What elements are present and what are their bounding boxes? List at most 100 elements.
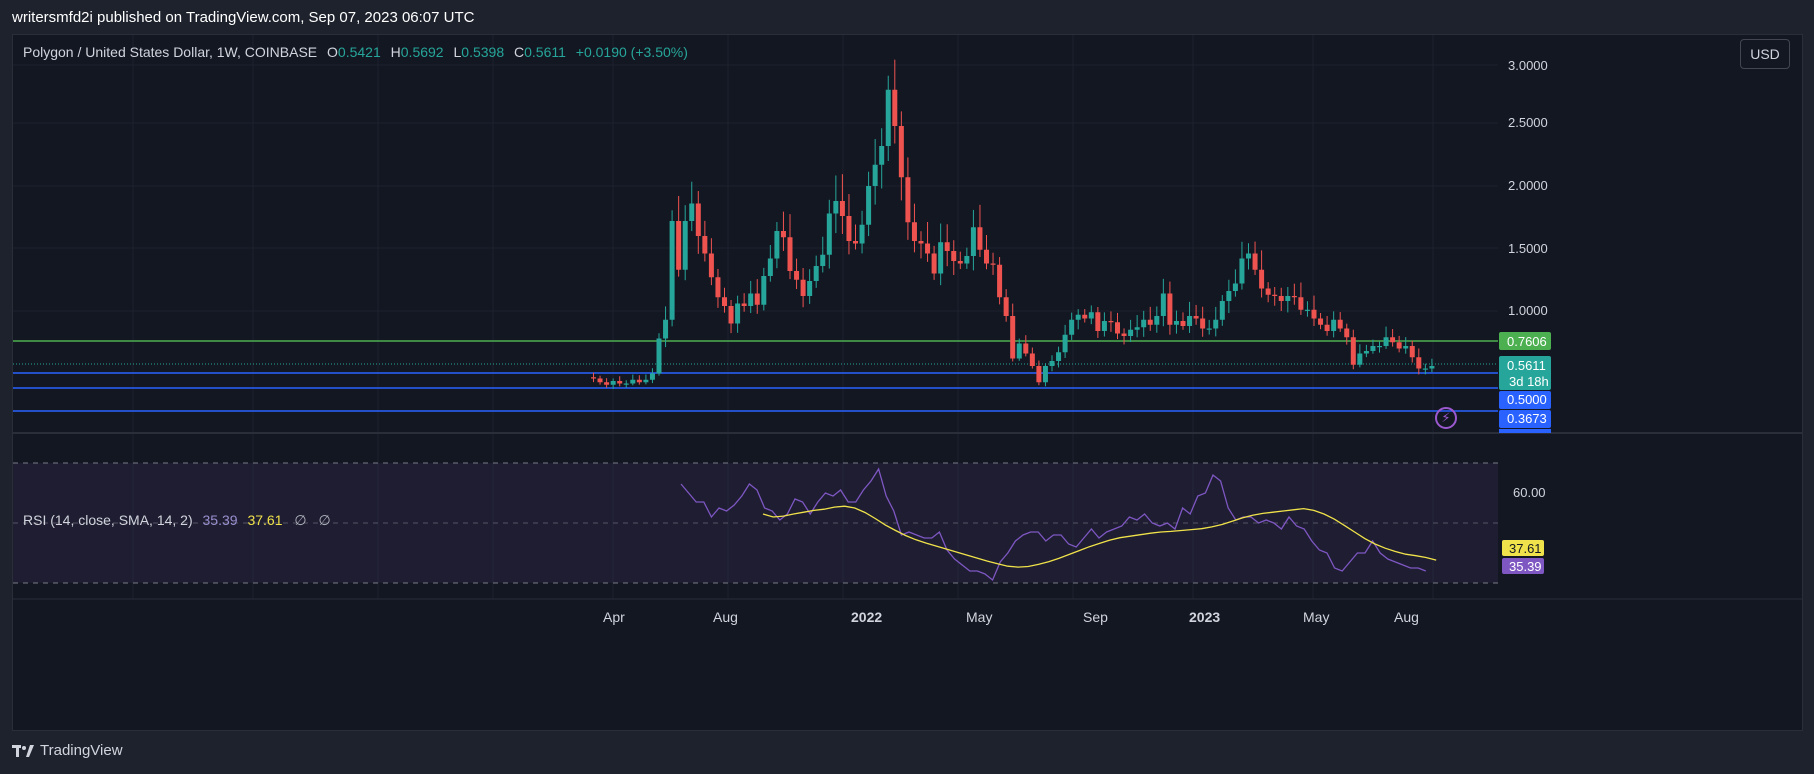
candlestick-series[interactable] <box>591 59 1435 389</box>
candle-body[interactable] <box>977 227 983 250</box>
candle-body[interactable] <box>885 89 891 146</box>
candle-body[interactable] <box>702 236 708 254</box>
candle-body[interactable] <box>630 379 636 384</box>
candle-body[interactable] <box>1187 316 1193 326</box>
candle-body[interactable] <box>695 203 701 237</box>
symbol-name[interactable]: Polygon / United States Dollar, 1W, COIN… <box>23 44 318 60</box>
rsi-sma-line[interactable] <box>762 505 1437 568</box>
candle-body[interactable] <box>1200 318 1206 329</box>
candle-body[interactable] <box>1121 333 1127 337</box>
candle-body[interactable] <box>1219 301 1225 320</box>
candle-body[interactable] <box>1042 366 1048 383</box>
candle-body[interactable] <box>663 319 669 339</box>
candle-body[interactable] <box>1357 353 1363 365</box>
symbol-legend[interactable]: Polygon / United States Dollar, 1W, COIN… <box>23 44 688 60</box>
candle-body[interactable] <box>676 221 682 270</box>
candle-body[interactable] <box>1147 319 1153 325</box>
candle-body[interactable] <box>1259 269 1265 289</box>
price-axis[interactable]: 3.0000 2.5000 2.0000 1.5000 1.0000 0.760… <box>1499 58 1551 574</box>
candle-body[interactable] <box>1062 334 1068 353</box>
candle-body[interactable] <box>1029 353 1035 367</box>
candle-body[interactable] <box>1422 368 1428 370</box>
candle-body[interactable] <box>1206 328 1212 330</box>
candle-body[interactable] <box>1344 328 1350 338</box>
candle-body[interactable] <box>813 266 819 281</box>
candle-body[interactable] <box>623 383 629 385</box>
candle-body[interactable] <box>1180 321 1186 326</box>
chart-canvas[interactable]: 3.0000 2.5000 2.0000 1.5000 1.0000 0.760… <box>13 35 1802 730</box>
candle-body[interactable] <box>820 254 826 266</box>
candle-body[interactable] <box>1023 343 1029 354</box>
candle-body[interactable] <box>1154 316 1160 325</box>
candle-body[interactable] <box>741 303 747 307</box>
candle-body[interactable] <box>649 373 655 380</box>
candle-body[interactable] <box>1010 316 1016 359</box>
candle-body[interactable] <box>951 251 957 261</box>
candle-body[interactable] <box>1272 294 1278 296</box>
candle-body[interactable] <box>944 242 950 251</box>
candle-body[interactable] <box>748 293 754 307</box>
candle-body[interactable] <box>1173 321 1179 325</box>
candle-body[interactable] <box>1324 324 1330 331</box>
candle-body[interactable] <box>866 186 872 225</box>
rsi-line[interactable] <box>680 467 1427 582</box>
candle-body[interactable] <box>898 126 904 178</box>
candle-body[interactable] <box>735 303 741 324</box>
candle-body[interactable] <box>1232 283 1238 292</box>
candle-body[interactable] <box>1383 337 1389 346</box>
candle-body[interactable] <box>853 241 858 244</box>
candle-body[interactable] <box>604 382 610 385</box>
candle-body[interactable] <box>1246 253 1251 259</box>
candle-body[interactable] <box>1003 297 1009 316</box>
candle-body[interactable] <box>938 242 944 274</box>
candle-body[interactable] <box>682 221 688 270</box>
candle-body[interactable] <box>636 379 642 383</box>
candle-body[interactable] <box>1056 352 1062 361</box>
flash-icon[interactable]: ⚡ <box>1435 407 1457 429</box>
candle-body[interactable] <box>1337 319 1343 329</box>
candle-body[interactable] <box>970 227 976 256</box>
candle-body[interactable] <box>1396 342 1402 349</box>
candle-body[interactable] <box>826 213 832 255</box>
candle-body[interactable] <box>839 201 845 216</box>
candle-body[interactable] <box>774 231 780 259</box>
candle-body[interactable] <box>780 231 786 238</box>
candle-body[interactable] <box>1311 309 1317 319</box>
candle-body[interactable] <box>794 271 800 280</box>
candle-body[interactable] <box>911 222 917 241</box>
candle-body[interactable] <box>728 306 734 324</box>
candle-body[interactable] <box>1115 322 1120 334</box>
candle-body[interactable] <box>872 164 878 186</box>
candle-body[interactable] <box>964 256 970 264</box>
candle-body[interactable] <box>1278 296 1284 301</box>
candle-body[interactable] <box>957 261 963 264</box>
candle-body[interactable] <box>1101 321 1107 331</box>
candle-body[interactable] <box>1291 296 1297 298</box>
candle-body[interactable] <box>1350 337 1356 365</box>
candle-body[interactable] <box>1167 293 1173 325</box>
candle-body[interactable] <box>1331 319 1337 331</box>
candle-body[interactable] <box>984 249 989 264</box>
candle-body[interactable] <box>1128 329 1134 336</box>
candle-body[interactable] <box>708 253 714 278</box>
candle-body[interactable] <box>1416 357 1422 369</box>
candle-body[interactable] <box>715 277 721 298</box>
chart-frame[interactable]: 3.0000 2.5000 2.0000 1.5000 1.0000 0.760… <box>12 34 1803 731</box>
candle-body[interactable] <box>1134 327 1140 330</box>
candle-body[interactable] <box>807 281 813 296</box>
candle-body[interactable] <box>754 293 760 305</box>
candle-body[interactable] <box>1095 312 1101 331</box>
currency-button[interactable]: USD <box>1740 39 1790 69</box>
candle-body[interactable] <box>1141 319 1147 328</box>
candle-body[interactable] <box>1108 321 1114 323</box>
candle-body[interactable] <box>1252 253 1258 270</box>
candle-body[interactable] <box>669 221 675 320</box>
candle-body[interactable] <box>1239 258 1245 284</box>
candle-body[interactable] <box>767 258 773 277</box>
candle-body[interactable] <box>1370 346 1376 351</box>
candle-body[interactable] <box>879 146 885 165</box>
candle-body[interactable] <box>1377 346 1382 348</box>
candle-body[interactable] <box>617 381 623 384</box>
candle-body[interactable] <box>846 216 852 241</box>
candle-body[interactable] <box>1160 293 1166 317</box>
